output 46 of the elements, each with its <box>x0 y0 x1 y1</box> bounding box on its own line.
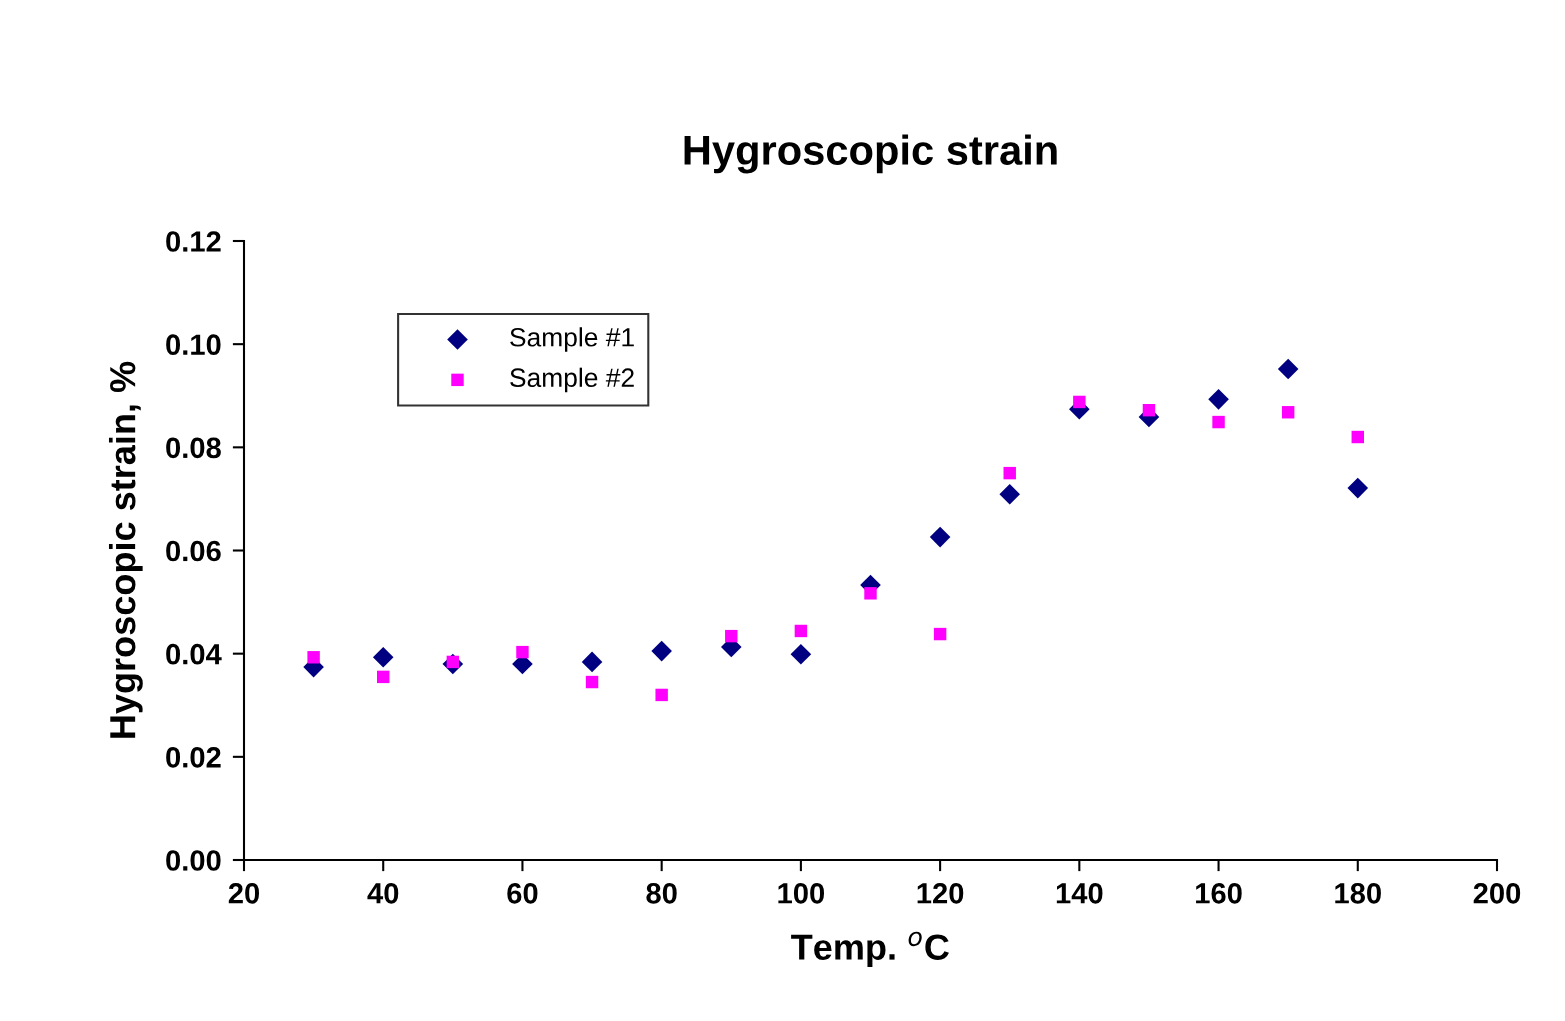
point <box>1281 406 1295 419</box>
x-tick-label: 160 <box>1196 882 1242 904</box>
legend-label: Sample #2 <box>510 367 634 393</box>
point <box>1073 395 1086 409</box>
point <box>372 646 394 668</box>
point <box>1351 430 1364 444</box>
x-tick-label: 20 <box>228 882 260 904</box>
point <box>929 526 951 548</box>
point <box>794 624 808 638</box>
point <box>933 627 947 641</box>
x-tick-label: 120 <box>917 882 964 904</box>
point <box>1003 466 1016 480</box>
point <box>307 651 320 664</box>
x-tick-label: 60 <box>507 882 538 904</box>
x-tick-label: 200 <box>1473 882 1521 904</box>
y-tick-label: 0.02 <box>166 747 221 768</box>
y-tick-label: 0.12 <box>166 231 221 252</box>
point <box>1212 415 1225 429</box>
y-axis-title: Hygroscopic strain, % <box>108 361 143 738</box>
y-tick-label: 0.06 <box>166 540 221 562</box>
point <box>864 587 877 600</box>
legend-label: Sample #1 <box>510 327 634 352</box>
point <box>516 645 529 659</box>
x-tick-label: 100 <box>778 882 825 904</box>
chart-title: Hygroscopic strain <box>684 134 1057 174</box>
point <box>1277 358 1299 380</box>
point <box>999 483 1021 505</box>
point <box>1142 403 1156 417</box>
point <box>1208 389 1229 410</box>
point <box>725 629 738 643</box>
point <box>581 651 603 673</box>
x-tick-label: 80 <box>646 882 677 904</box>
y-tick-label: 0.00 <box>166 850 221 871</box>
point <box>585 675 599 689</box>
x-tick-label: 140 <box>1056 882 1103 904</box>
x-tick-label: 180 <box>1335 882 1381 904</box>
y-tick-label: 0.08 <box>166 437 221 459</box>
x-tick-label: 40 <box>367 882 399 904</box>
point <box>377 670 390 684</box>
point <box>1347 477 1369 499</box>
point <box>651 640 672 662</box>
y-tick-label: 0.10 <box>166 334 221 356</box>
y-tick-label: 0.04 <box>166 643 222 665</box>
x-axis-title: Temp. $^{o}$C <box>791 931 949 968</box>
point <box>655 688 668 702</box>
point <box>790 643 812 665</box>
